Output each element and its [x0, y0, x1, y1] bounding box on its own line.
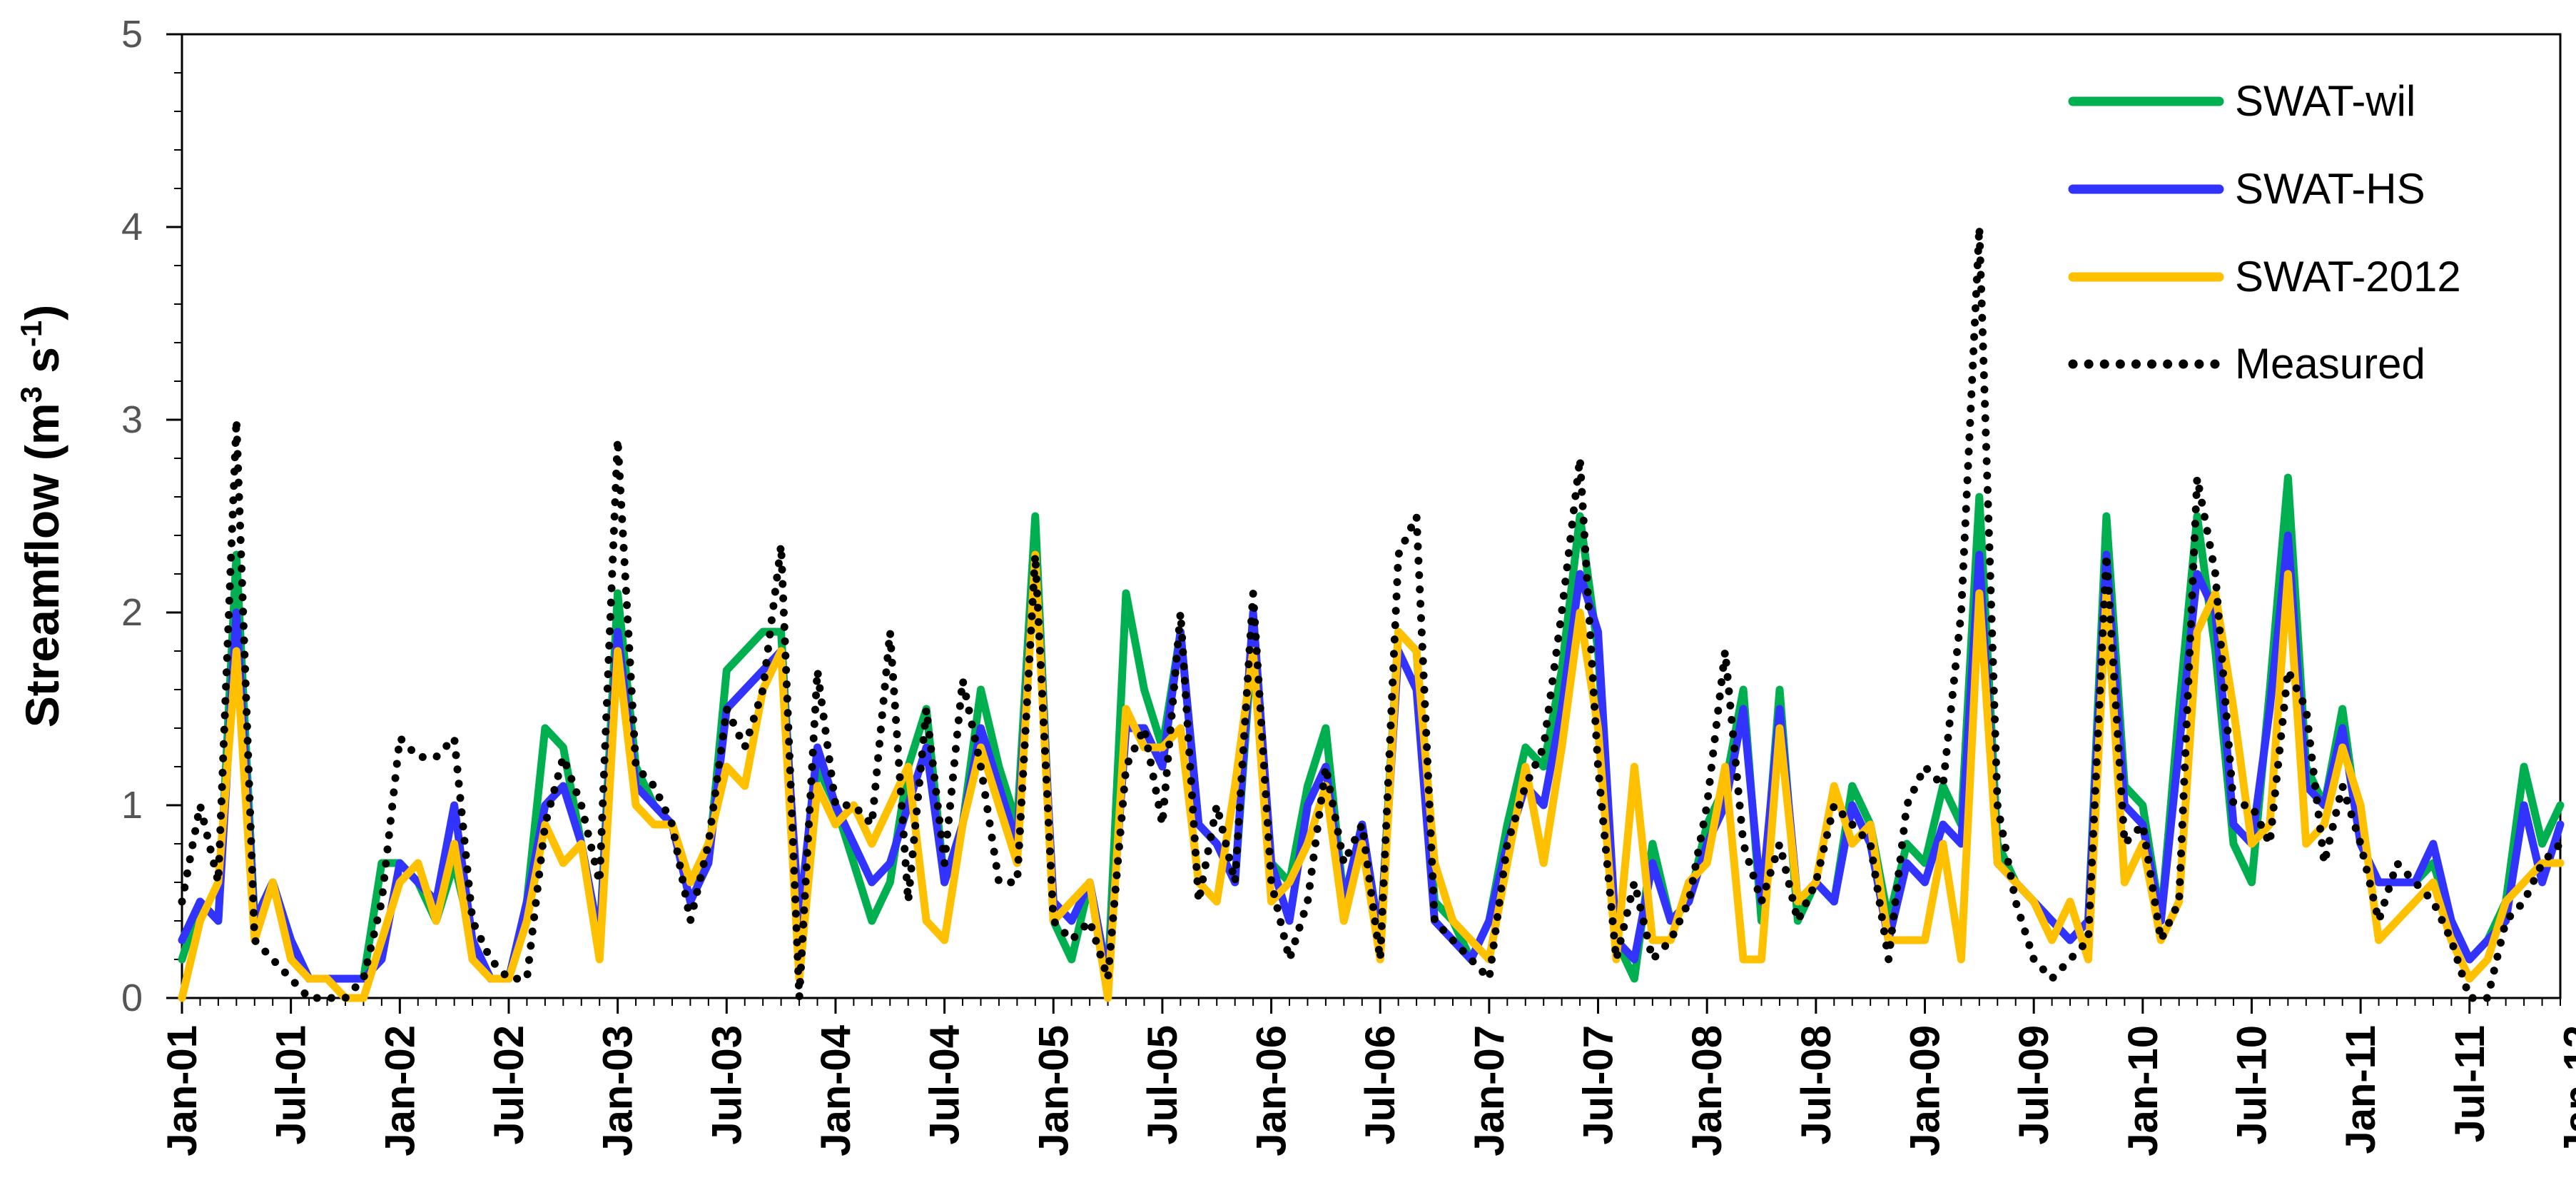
- y-tick-label: 0: [121, 977, 143, 1019]
- legend-label: SWAT-HS: [2235, 165, 2425, 213]
- x-tick-label: Jan-03: [595, 1025, 642, 1156]
- x-tick-label: Jul-09: [2011, 1025, 2057, 1145]
- x-tick-label: Jul-07: [1576, 1025, 1622, 1145]
- series-line-measured: [178, 223, 2565, 1002]
- y-axis-label-end: ): [16, 305, 69, 321]
- x-tick-label: Jul-05: [1140, 1025, 1186, 1145]
- legend-label: SWAT-2012: [2235, 253, 2461, 301]
- legend-label: SWAT-wil: [2235, 77, 2415, 125]
- y-tick-label: 3: [121, 398, 143, 441]
- y-tick-label: 5: [121, 13, 143, 56]
- x-tick-label: Jan-02: [377, 1025, 423, 1156]
- y-axis-label-sup2: -1: [14, 321, 48, 347]
- x-tick-label: Jan-10: [2120, 1025, 2166, 1156]
- y-axis-label: Streamflow (m3 s-1): [14, 305, 69, 728]
- y-axis-ticks: 0 1 2 3 4 5: [121, 13, 182, 1019]
- y-axis-label-mid: s: [16, 347, 69, 386]
- x-tick-label: Jan-01: [159, 1025, 206, 1156]
- x-tick-label: Jul-08: [1793, 1025, 1840, 1145]
- x-tick-label: Jul-11: [2447, 1025, 2493, 1142]
- x-tick-label: Jul-04: [922, 1025, 968, 1145]
- x-tick-label: Jul-06: [1357, 1025, 1404, 1145]
- x-tick-label: Jan-11: [2338, 1025, 2384, 1154]
- legend-label: Measured: [2235, 340, 2425, 388]
- x-tick-label: Jul-03: [704, 1025, 750, 1145]
- x-tick-label: Jan-05: [1030, 1025, 1077, 1156]
- x-axis-ticks: Jan-01 Jul-01 Jan-02 Jul-02 Jan-03 Jul-03 Jan-…: [159, 998, 2576, 1156]
- x-tick-label: Jan-04: [813, 1025, 859, 1156]
- x-tick-label: Jan-07: [1466, 1025, 1513, 1156]
- series-layer: [178, 223, 2565, 1002]
- x-tick-label: Jan-08: [1684, 1025, 1730, 1156]
- y-tick-label: 1: [121, 784, 143, 827]
- y-axis-label-sup1: 3: [14, 386, 48, 403]
- x-tick-label: Jul-02: [486, 1025, 532, 1145]
- x-tick-label: Jul-10: [2228, 1025, 2275, 1145]
- x-tick-label: Jul-01: [268, 1025, 315, 1145]
- y-axis-label-main: Streamflow (m: [16, 403, 69, 728]
- x-tick-label: Jan-12: [2555, 1025, 2576, 1156]
- x-tick-label: Jan-09: [1902, 1025, 1949, 1156]
- legend: SWAT-wil SWAT-HS SWAT-2012 Measured: [2068, 77, 2461, 388]
- y-tick-label: 4: [121, 206, 143, 248]
- x-tick-label: Jan-06: [1249, 1025, 1295, 1156]
- y-tick-label: 2: [121, 591, 143, 634]
